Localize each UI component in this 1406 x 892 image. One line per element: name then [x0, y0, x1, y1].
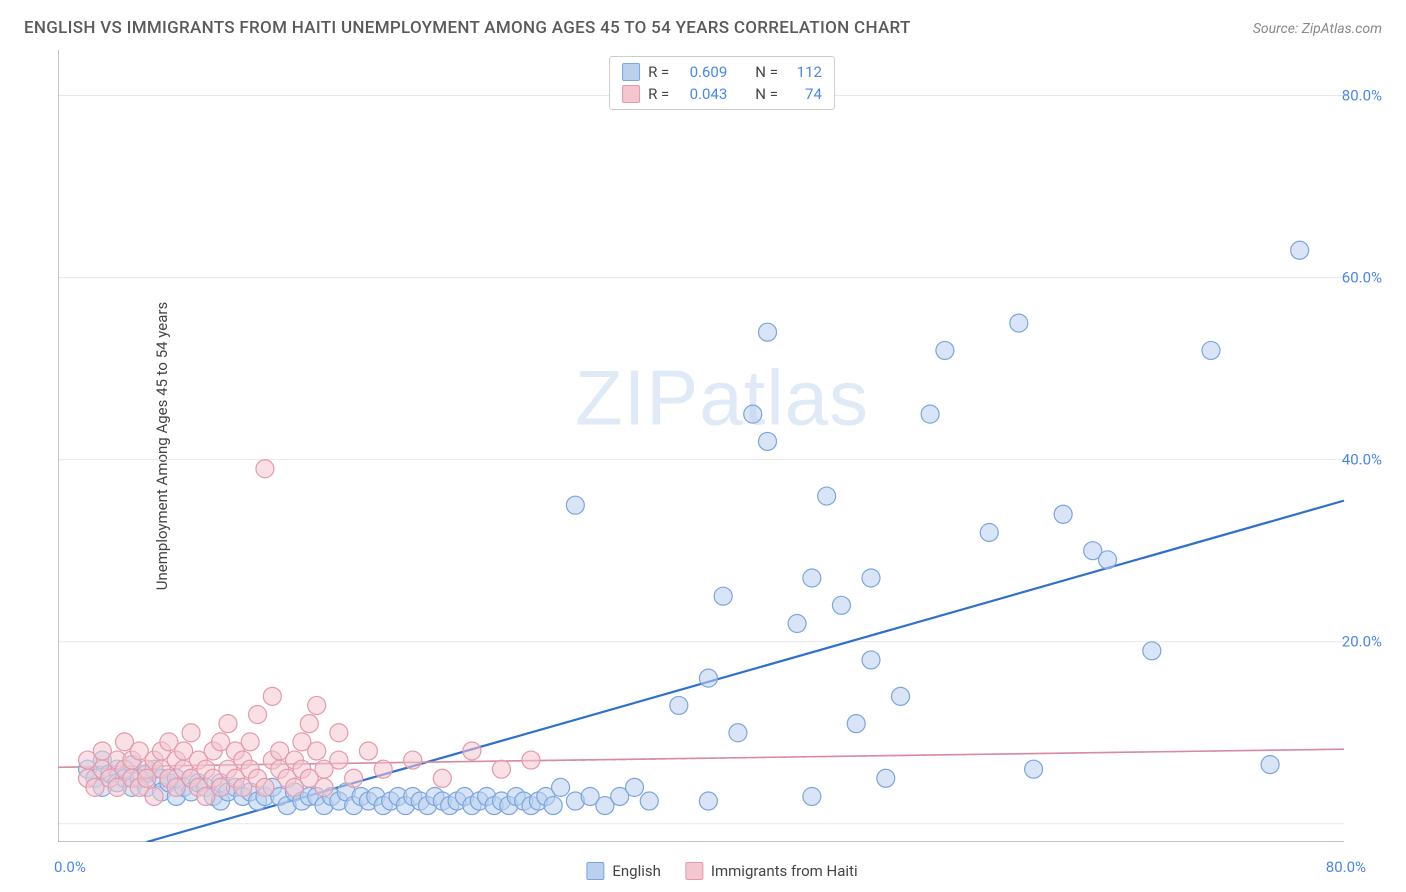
series-swatch: [622, 63, 640, 81]
correlation-legend: R = 0.609 N = 112 R = 0.043 N = 74: [609, 56, 835, 110]
series-legend: English Immigrants from Haiti: [586, 862, 857, 880]
series-swatch: [622, 85, 640, 103]
series-legend-item: Immigrants from Haiti: [685, 862, 858, 880]
r-value: 0.609: [677, 63, 727, 81]
svg-text:20.0%: 20.0%: [1342, 633, 1382, 651]
r-label: R =: [648, 63, 669, 81]
series-label: English: [612, 862, 661, 880]
chart-title: ENGLISH VS IMMIGRANTS FROM HAITI UNEMPLO…: [24, 18, 911, 38]
series-swatch: [685, 862, 703, 880]
n-label: N =: [755, 63, 778, 81]
svg-text:80.0%: 80.0%: [1342, 87, 1382, 105]
x-axis-max-label: 80.0%: [1326, 858, 1366, 876]
series-label: Immigrants from Haiti: [711, 862, 858, 880]
r-label: R =: [648, 85, 669, 103]
correlation-legend-row: R = 0.043 N = 74: [622, 83, 822, 105]
series-swatch: [586, 862, 604, 880]
title-bar: ENGLISH VS IMMIGRANTS FROM HAITI UNEMPLO…: [0, 0, 1406, 38]
correlation-legend-row: R = 0.609 N = 112: [622, 61, 822, 83]
svg-text:60.0%: 60.0%: [1342, 269, 1382, 287]
source-attribution: Source: ZipAtlas.com: [1253, 21, 1382, 37]
series-legend-item: English: [586, 862, 661, 880]
n-value: 112: [786, 63, 822, 81]
svg-text:40.0%: 40.0%: [1342, 451, 1382, 469]
chart-container: Unemployment Among Ages 45 to 54 years Z…: [58, 50, 1386, 842]
scatter-plot: 20.0% 40.0% 60.0% 80.0%: [58, 50, 1386, 842]
n-label: N =: [755, 85, 778, 103]
x-axis-min-label: 0.0%: [54, 858, 86, 876]
n-value: 74: [786, 85, 822, 103]
r-value: 0.043: [677, 85, 727, 103]
